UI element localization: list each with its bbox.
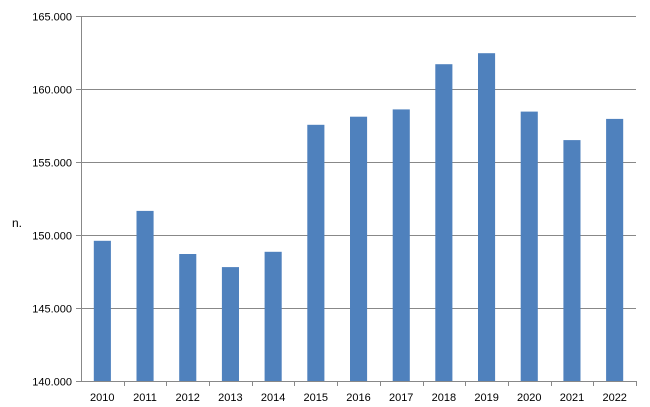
x-tick-label: 2015: [304, 392, 328, 404]
y-tick-label: 145.000: [32, 304, 72, 316]
x-tick-label: 2018: [432, 392, 456, 404]
y-tick-label: 140.000: [32, 377, 72, 389]
bar-2011: [136, 210, 154, 381]
bar-2020: [520, 111, 538, 381]
x-tick-label: 2013: [218, 392, 242, 404]
x-tick-label: 2016: [346, 392, 370, 404]
bar-2021: [563, 140, 581, 381]
x-tick-label: 2017: [389, 392, 413, 404]
y-axis-label: n.: [12, 216, 22, 230]
x-tick-label: 2014: [261, 392, 285, 404]
x-tick-labels: 2010 2011 2012 2013 2014 2015 2016 2017 2018 2019…: [90, 392, 627, 404]
bar-2015: [307, 124, 325, 382]
y-tick-labels: 140.000 145.000 150.000 155.000 160.000 165.0…: [32, 12, 72, 389]
y-tick-label: 155.000: [32, 158, 72, 170]
bar-2019: [478, 53, 496, 381]
x-tick-label: 2020: [517, 392, 541, 404]
y-tick-label: 165.000: [32, 12, 72, 24]
x-tick-label: 2021: [560, 392, 584, 404]
bar-2018: [435, 64, 453, 381]
x-tick-label: 2019: [474, 392, 498, 404]
bars: [93, 53, 624, 382]
bar-2010: [93, 240, 111, 381]
bar-2013: [221, 267, 239, 381]
bar-2016: [350, 116, 368, 381]
bar-2022: [606, 118, 624, 382]
axes: [76, 16, 637, 386]
x-tick-label: 2022: [602, 392, 626, 404]
bar-2012: [179, 254, 197, 381]
bar-2017: [392, 109, 410, 382]
x-tick-label: 2012: [175, 392, 199, 404]
x-tick-label: 2010: [90, 392, 114, 404]
bar-2014: [264, 251, 282, 381]
y-tick-label: 160.000: [32, 85, 72, 97]
y-tick-label: 150.000: [32, 231, 72, 243]
x-tick-label: 2011: [133, 392, 157, 404]
